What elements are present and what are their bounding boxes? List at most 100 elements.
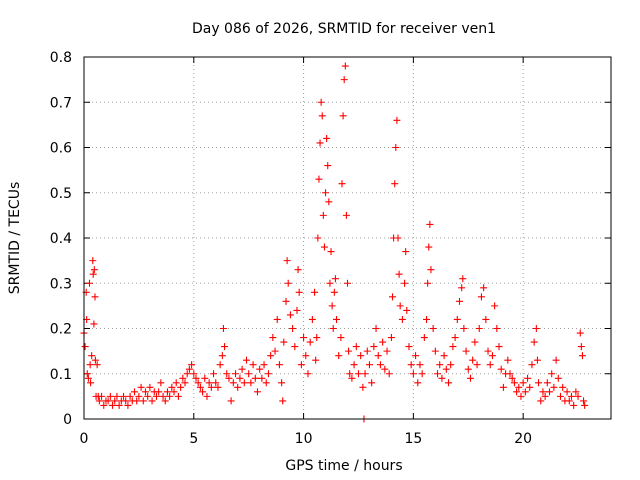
data-point	[159, 392, 167, 400]
data-point-marker	[338, 180, 346, 188]
data-point	[324, 162, 332, 170]
y-tick-label: 0.7	[50, 95, 72, 111]
data-point	[194, 379, 202, 387]
data-point	[302, 352, 310, 360]
data-point-marker	[181, 379, 189, 387]
data-point	[291, 343, 299, 351]
data-point-marker	[245, 370, 253, 378]
data-point	[572, 388, 580, 396]
data-point	[106, 392, 114, 400]
data-point-marker	[87, 379, 95, 387]
data-point-marker	[344, 279, 351, 287]
data-point-marker	[313, 334, 321, 342]
data-point-marker	[546, 388, 554, 396]
data-point-marker	[124, 401, 132, 409]
data-point-marker	[580, 397, 588, 405]
data-point	[484, 347, 492, 355]
data-point	[363, 347, 371, 355]
data-point-marker	[311, 288, 319, 296]
data-point	[506, 370, 514, 378]
y-tick-label: 0.1	[50, 367, 72, 383]
data-point-marker	[350, 361, 358, 369]
data-point	[438, 374, 446, 382]
data-point-marker	[464, 365, 472, 373]
data-point-marker	[497, 365, 505, 373]
data-point-marker	[205, 379, 213, 387]
data-point-marker	[152, 392, 160, 400]
data-point	[420, 334, 428, 342]
data-point	[389, 293, 397, 301]
data-point	[95, 397, 103, 405]
data-point	[449, 343, 457, 351]
data-point-marker	[282, 297, 290, 305]
data-point-marker	[286, 311, 294, 319]
data-point	[284, 279, 292, 287]
data-point	[510, 379, 518, 387]
data-point	[368, 379, 376, 387]
data-point	[429, 325, 437, 332]
data-point	[488, 352, 496, 360]
data-point	[402, 248, 410, 256]
data-point-marker	[317, 98, 325, 106]
data-point	[473, 361, 481, 369]
data-point-marker	[273, 315, 281, 323]
data-point	[286, 311, 294, 319]
data-point-marker	[576, 329, 584, 337]
data-point-marker	[95, 397, 103, 405]
data-point	[146, 383, 154, 391]
data-point-marker	[391, 180, 399, 188]
data-point-marker	[284, 279, 292, 287]
data-point	[350, 361, 358, 369]
data-point-marker	[328, 302, 336, 310]
data-point	[513, 388, 521, 396]
data-point	[577, 343, 585, 351]
data-point	[447, 361, 455, 369]
data-point-marker	[314, 234, 322, 242]
data-point	[327, 248, 335, 256]
data-point-marker	[141, 388, 149, 396]
data-point	[279, 397, 287, 405]
data-point-marker	[207, 383, 215, 391]
data-point-marker	[363, 347, 371, 355]
data-point	[576, 329, 584, 337]
data-point-marker	[515, 383, 523, 391]
data-point	[401, 279, 409, 287]
data-point	[104, 397, 112, 405]
data-point-marker	[556, 392, 564, 400]
data-point-marker	[320, 243, 328, 251]
data-point	[535, 379, 543, 387]
data-point	[295, 288, 303, 296]
data-point	[357, 352, 365, 360]
data-point	[242, 356, 250, 364]
y-tick-label: 0.6	[50, 141, 72, 157]
data-point	[223, 370, 231, 378]
data-point	[216, 361, 224, 369]
data-point	[83, 370, 91, 378]
data-point	[570, 401, 578, 409]
data-point	[247, 379, 255, 387]
data-point-marker	[126, 392, 134, 400]
data-point	[462, 347, 470, 355]
data-point	[89, 270, 97, 278]
y-tick-label: 0.8	[50, 50, 72, 66]
data-point	[166, 392, 174, 400]
data-point-marker	[166, 392, 174, 400]
data-point-marker	[327, 248, 335, 256]
data-point-marker	[524, 374, 532, 382]
data-point	[174, 392, 182, 400]
data-point	[352, 343, 360, 351]
x-tick-label: 20	[514, 431, 532, 447]
data-point	[267, 352, 275, 360]
data-point-marker	[477, 293, 485, 301]
data-point	[192, 374, 200, 382]
data-point	[168, 383, 176, 391]
data-point	[91, 293, 99, 301]
data-point-marker	[308, 315, 316, 323]
data-point	[297, 361, 305, 369]
data-point-marker	[429, 325, 437, 332]
data-point-marker	[300, 334, 308, 342]
y-tick-label: 0.5	[50, 186, 72, 202]
data-point-marker	[120, 392, 128, 400]
data-point	[471, 338, 479, 346]
data-point-marker	[218, 352, 226, 360]
